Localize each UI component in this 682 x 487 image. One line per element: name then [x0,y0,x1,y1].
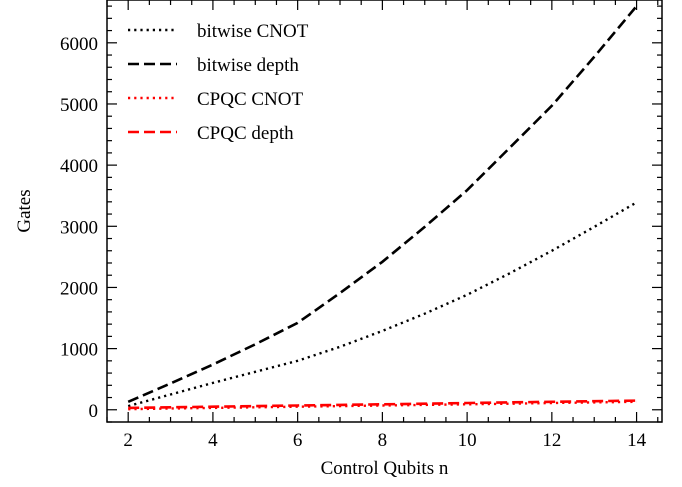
y-tick-label: 3000 [60,217,98,238]
series-line-2 [127,5,638,403]
x-tick-label: 2 [123,430,133,451]
y-tick-label: 1000 [60,340,98,361]
x-tick-label: 8 [378,430,388,451]
legend-label-3: CPQC CNOT [197,89,303,110]
series-line-1 [127,201,638,408]
y-axis: 0 1000 2000 3000 4000 5000 6000 [60,5,662,423]
y-tick-label: 0 [89,401,99,422]
x-tick-label: 4 [208,430,218,451]
y-tick-label: 5000 [60,95,98,116]
y-tick-label: 2000 [60,278,98,299]
plot-frame [106,0,663,423]
x-axis: 2 4 6 8 10 12 14 [106,0,659,451]
legend-label-4: CPQC depth [197,123,294,144]
y-axis-label: Gates [14,189,35,232]
x-axis-label: Control Qubits n [321,458,449,479]
series-line-4 [128,399,637,410]
plot-lines [127,5,638,411]
x-tick-label: 10 [458,430,477,451]
x-tick-label: 6 [293,430,303,451]
legend: bitwise CNOT bitwise depth CPQC CNOT CPQC d… [128,21,309,144]
y-tick-label: 4000 [60,156,98,177]
x-tick-label: 12 [542,430,561,451]
x-tick-label: 14 [627,430,647,451]
legend-label-1: bitwise CNOT [197,21,309,42]
legend-label-2: bitwise depth [197,55,299,76]
plot-border [106,0,663,423]
y-tick-label: 6000 [60,34,98,55]
